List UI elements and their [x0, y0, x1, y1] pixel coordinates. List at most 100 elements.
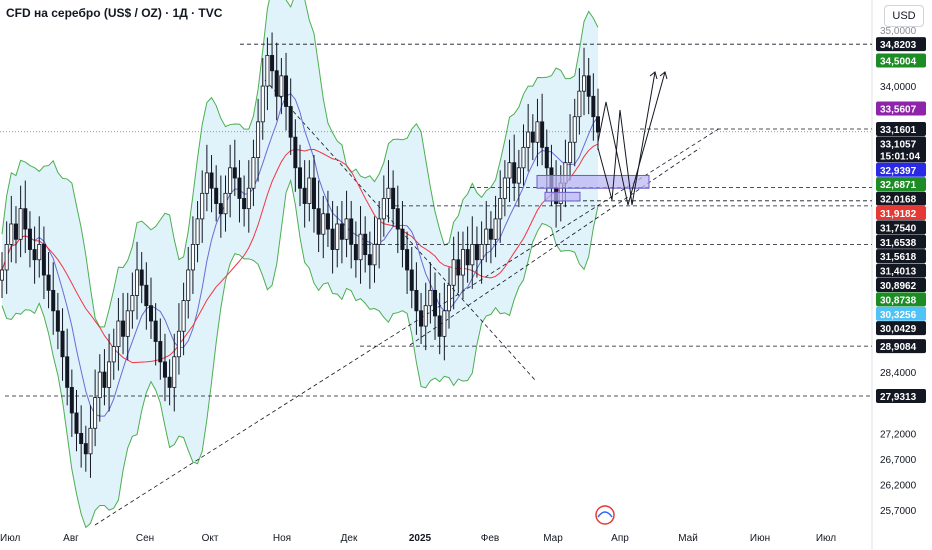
candle-body	[433, 289, 438, 317]
y-axis-ticks: 25,7000 26,2000 26,7000 27,2000 28,4000 34,00…	[880, 26, 917, 517]
candle-body	[363, 233, 368, 256]
price-tag	[876, 292, 926, 307]
candle-body	[409, 269, 414, 291]
candle-body	[414, 289, 419, 312]
candle-body	[400, 228, 405, 250]
candle-body	[474, 244, 479, 261]
candle-body	[516, 167, 521, 184]
candle-body	[470, 244, 475, 266]
candle-body	[288, 106, 293, 138]
price-tag	[876, 53, 926, 68]
candle-body	[512, 162, 517, 184]
price-tag-label: 34,8203	[880, 40, 917, 51]
price-tag-label: 27,9313	[880, 392, 917, 403]
price-tag-label: 31,7540	[880, 223, 917, 234]
candle-body	[568, 141, 573, 164]
candle-body	[544, 146, 549, 169]
price-tag	[876, 249, 926, 264]
band-fill	[2, 0, 598, 528]
candle-body	[260, 85, 265, 123]
candle-body	[372, 244, 377, 266]
x-axis-label: 2025	[409, 533, 432, 544]
arrow-head	[659, 71, 668, 80]
candle-body	[274, 70, 279, 97]
candle-body	[41, 244, 46, 276]
candle-body	[391, 187, 396, 210]
candle-body	[18, 208, 23, 240]
price-tag	[876, 101, 926, 116]
candle-body	[535, 121, 540, 143]
candle-body	[451, 259, 456, 286]
candle-body	[158, 341, 163, 363]
candle-body	[349, 218, 354, 245]
price-tag-label: 32,0168	[880, 195, 917, 206]
x-axis-label: Окт	[202, 533, 219, 544]
tradingview-logo-icon	[595, 505, 615, 525]
projection-path	[597, 71, 668, 206]
price-tag	[876, 389, 926, 404]
x-axis-label: Ноя	[273, 533, 291, 544]
y-tick-label: 28,4000	[880, 368, 917, 379]
candle-body	[460, 249, 465, 276]
candle-body	[125, 310, 130, 337]
price-tag	[876, 191, 926, 206]
candle-body	[223, 192, 228, 215]
candle-body	[386, 187, 391, 199]
candle-body	[488, 228, 493, 240]
candle-body	[507, 162, 512, 179]
candle-body	[284, 75, 289, 107]
candle-body	[237, 177, 242, 199]
x-axis-label: Июл	[0, 533, 20, 544]
price-tag-label: 28,9084	[880, 342, 917, 353]
candle-body	[442, 310, 447, 337]
candle-body	[265, 55, 270, 87]
candle-body	[83, 443, 88, 455]
candle-body	[353, 244, 358, 261]
countdown-label: 15:01:04	[880, 151, 920, 162]
price-tag	[876, 177, 926, 192]
candle-body	[144, 284, 149, 307]
candle-body	[172, 356, 177, 388]
candle-body	[167, 376, 172, 388]
candle-body	[204, 172, 209, 194]
candle-body	[9, 223, 14, 245]
price-tag-label: 30,8962	[880, 281, 917, 292]
candle-body	[502, 177, 507, 199]
candle-body	[321, 213, 326, 235]
candle-body	[293, 136, 298, 169]
candle-body	[93, 397, 98, 429]
candle-body	[251, 157, 256, 189]
x-axis-label: Июн	[750, 533, 770, 544]
currency-button[interactable]: USD	[884, 5, 924, 27]
price-tag	[876, 121, 926, 136]
candle-body	[591, 95, 596, 118]
candle-body	[139, 269, 144, 286]
price-tag-label: 33,1057	[880, 139, 917, 150]
candle-body	[302, 187, 307, 204]
price-tag	[876, 263, 926, 278]
candle-body	[577, 90, 582, 118]
candle-body	[0, 269, 4, 281]
chart-title: CFD на серебро (US$ / OZ) · 1Д · TVC	[6, 6, 223, 20]
candle-body	[540, 121, 545, 148]
candle-body	[27, 228, 32, 250]
y-tick-label: 26,2000	[880, 480, 917, 491]
candle-body	[405, 249, 410, 271]
upper-band	[1, 0, 599, 328]
candle-body	[186, 269, 191, 301]
projection-path-b	[597, 71, 666, 206]
candle-body	[74, 412, 79, 434]
candle-body	[381, 198, 386, 220]
bollinger-bands	[1, 0, 599, 529]
support-resistance-lines	[0, 43, 872, 397]
x-axis-label: Мар	[543, 533, 563, 544]
price-tag	[876, 162, 926, 177]
candle-body	[121, 320, 126, 337]
trendlines	[94, 79, 721, 526]
candle-body	[423, 305, 428, 327]
candle-body	[195, 218, 200, 245]
candle-body	[190, 244, 195, 271]
candle-body	[79, 432, 84, 445]
candle-body	[339, 223, 344, 240]
